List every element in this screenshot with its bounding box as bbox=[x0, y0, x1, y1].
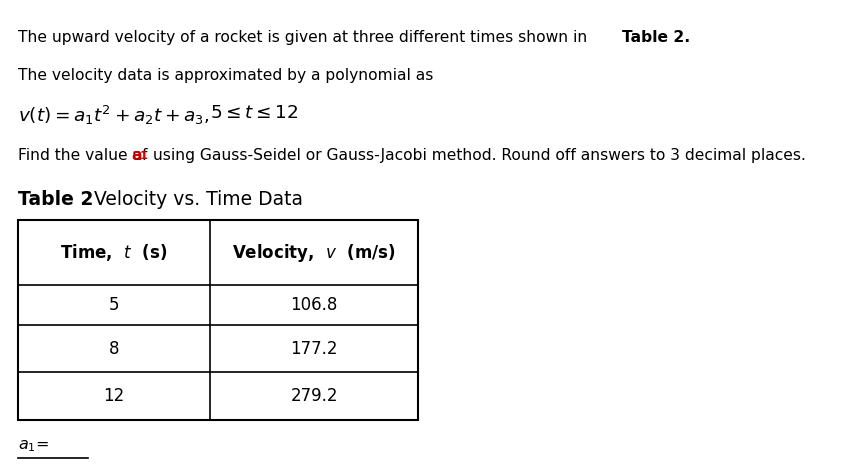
Text: 106.8: 106.8 bbox=[290, 296, 338, 314]
Text: Time,  $t$  (s): Time, $t$ (s) bbox=[61, 242, 168, 263]
Text: Velocity,  $v$  (m/s): Velocity, $v$ (m/s) bbox=[232, 241, 396, 263]
Text: 177.2: 177.2 bbox=[290, 340, 338, 358]
Text: $5\leq t\leq 12$: $5\leq t\leq 12$ bbox=[210, 104, 298, 122]
Text: The velocity data is approximated by a polynomial as: The velocity data is approximated by a p… bbox=[18, 68, 433, 83]
Text: Find the value of: Find the value of bbox=[18, 148, 152, 163]
Text: $v(t)=a_1t^2+a_2t+a_3,$: $v(t)=a_1t^2+a_2t+a_3,$ bbox=[18, 104, 210, 127]
Text: a: a bbox=[131, 148, 141, 163]
Text: Velocity vs. Time Data: Velocity vs. Time Data bbox=[82, 190, 303, 209]
Text: 8: 8 bbox=[109, 340, 120, 358]
Text: 279.2: 279.2 bbox=[290, 387, 338, 405]
Text: The upward velocity of a rocket is given at three different times shown in: The upward velocity of a rocket is given… bbox=[18, 30, 592, 45]
Text: 5: 5 bbox=[109, 296, 120, 314]
Text: 1: 1 bbox=[140, 151, 148, 161]
Text: Table 2.: Table 2. bbox=[622, 30, 690, 45]
Text: using Gauss-Seidel or Gauss-Jacobi method. Round off answers to 3 decimal places: using Gauss-Seidel or Gauss-Jacobi metho… bbox=[148, 148, 806, 163]
Text: Table 2: Table 2 bbox=[18, 190, 94, 209]
Text: 12: 12 bbox=[103, 387, 125, 405]
Bar bbox=[18, 220, 418, 420]
Text: $a_1$=: $a_1$= bbox=[18, 438, 49, 454]
